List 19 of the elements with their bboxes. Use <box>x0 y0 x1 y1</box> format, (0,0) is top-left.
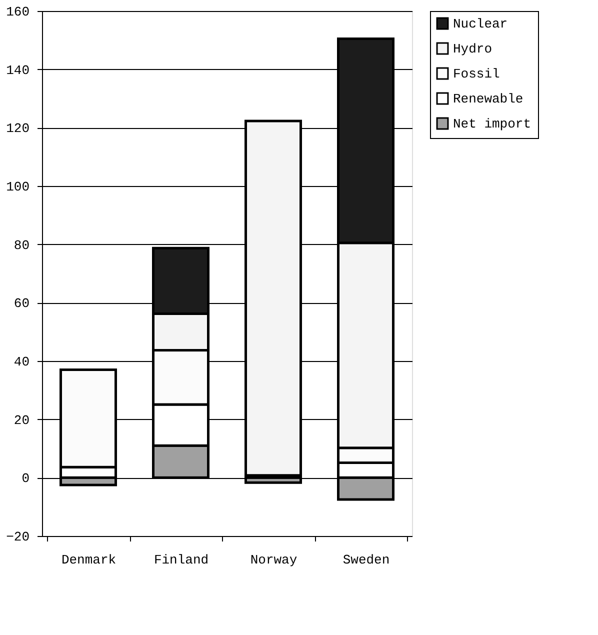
y-tick-label: −20 <box>6 530 30 544</box>
legend-label: Nuclear <box>453 16 508 32</box>
y-tick-label: 80 <box>14 238 30 253</box>
legend-label: Hydro <box>453 42 492 56</box>
legend-label: Net import <box>453 116 532 132</box>
y-tick-label: 40 <box>14 354 30 370</box>
x-tick-label: Denmark <box>61 552 116 568</box>
x-tick-label: Sweden <box>342 552 390 568</box>
y-tick-label: 60 <box>14 296 30 312</box>
y-tick-label: 0 <box>22 471 30 486</box>
y-tick-label: 160 <box>6 4 30 20</box>
legend-label: Fossil <box>453 66 500 82</box>
x-tick-label: Norway <box>250 552 298 568</box>
legend-label: Renewable <box>453 92 524 106</box>
x-tick-label: Finland <box>154 552 209 568</box>
y-tick-label: 100 <box>6 180 30 194</box>
y-tick-label: 140 <box>6 62 30 78</box>
y-tick-label: 120 <box>6 121 30 136</box>
y-tick-label: 20 <box>14 412 30 428</box>
